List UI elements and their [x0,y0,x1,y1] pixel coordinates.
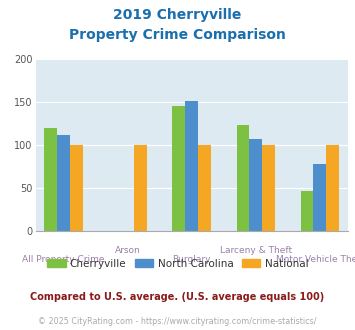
Bar [262,145,275,231]
Text: Burglary: Burglary [173,255,211,264]
Text: © 2025 CityRating.com - https://www.cityrating.com/crime-statistics/: © 2025 CityRating.com - https://www.city… [38,317,317,326]
Bar [326,145,339,231]
Bar [313,164,326,231]
Bar [44,128,57,231]
Text: Property Crime Comparison: Property Crime Comparison [69,28,286,42]
Text: Compared to U.S. average. (U.S. average equals 100): Compared to U.S. average. (U.S. average … [31,292,324,302]
Text: Larceny & Theft: Larceny & Theft [220,247,292,255]
Bar [185,101,198,231]
Bar [236,125,249,231]
Text: All Property Crime: All Property Crime [22,255,105,264]
Text: Arson: Arson [115,247,141,255]
Bar [134,145,147,231]
Bar [301,191,313,231]
Legend: Cherryville, North Carolina, National: Cherryville, North Carolina, National [43,254,312,273]
Text: 2019 Cherryville: 2019 Cherryville [113,8,242,22]
Bar [57,135,70,231]
Bar [70,145,83,231]
Bar [249,139,262,231]
Bar [173,106,185,231]
Text: Motor Vehicle Theft: Motor Vehicle Theft [276,255,355,264]
Bar [198,145,211,231]
